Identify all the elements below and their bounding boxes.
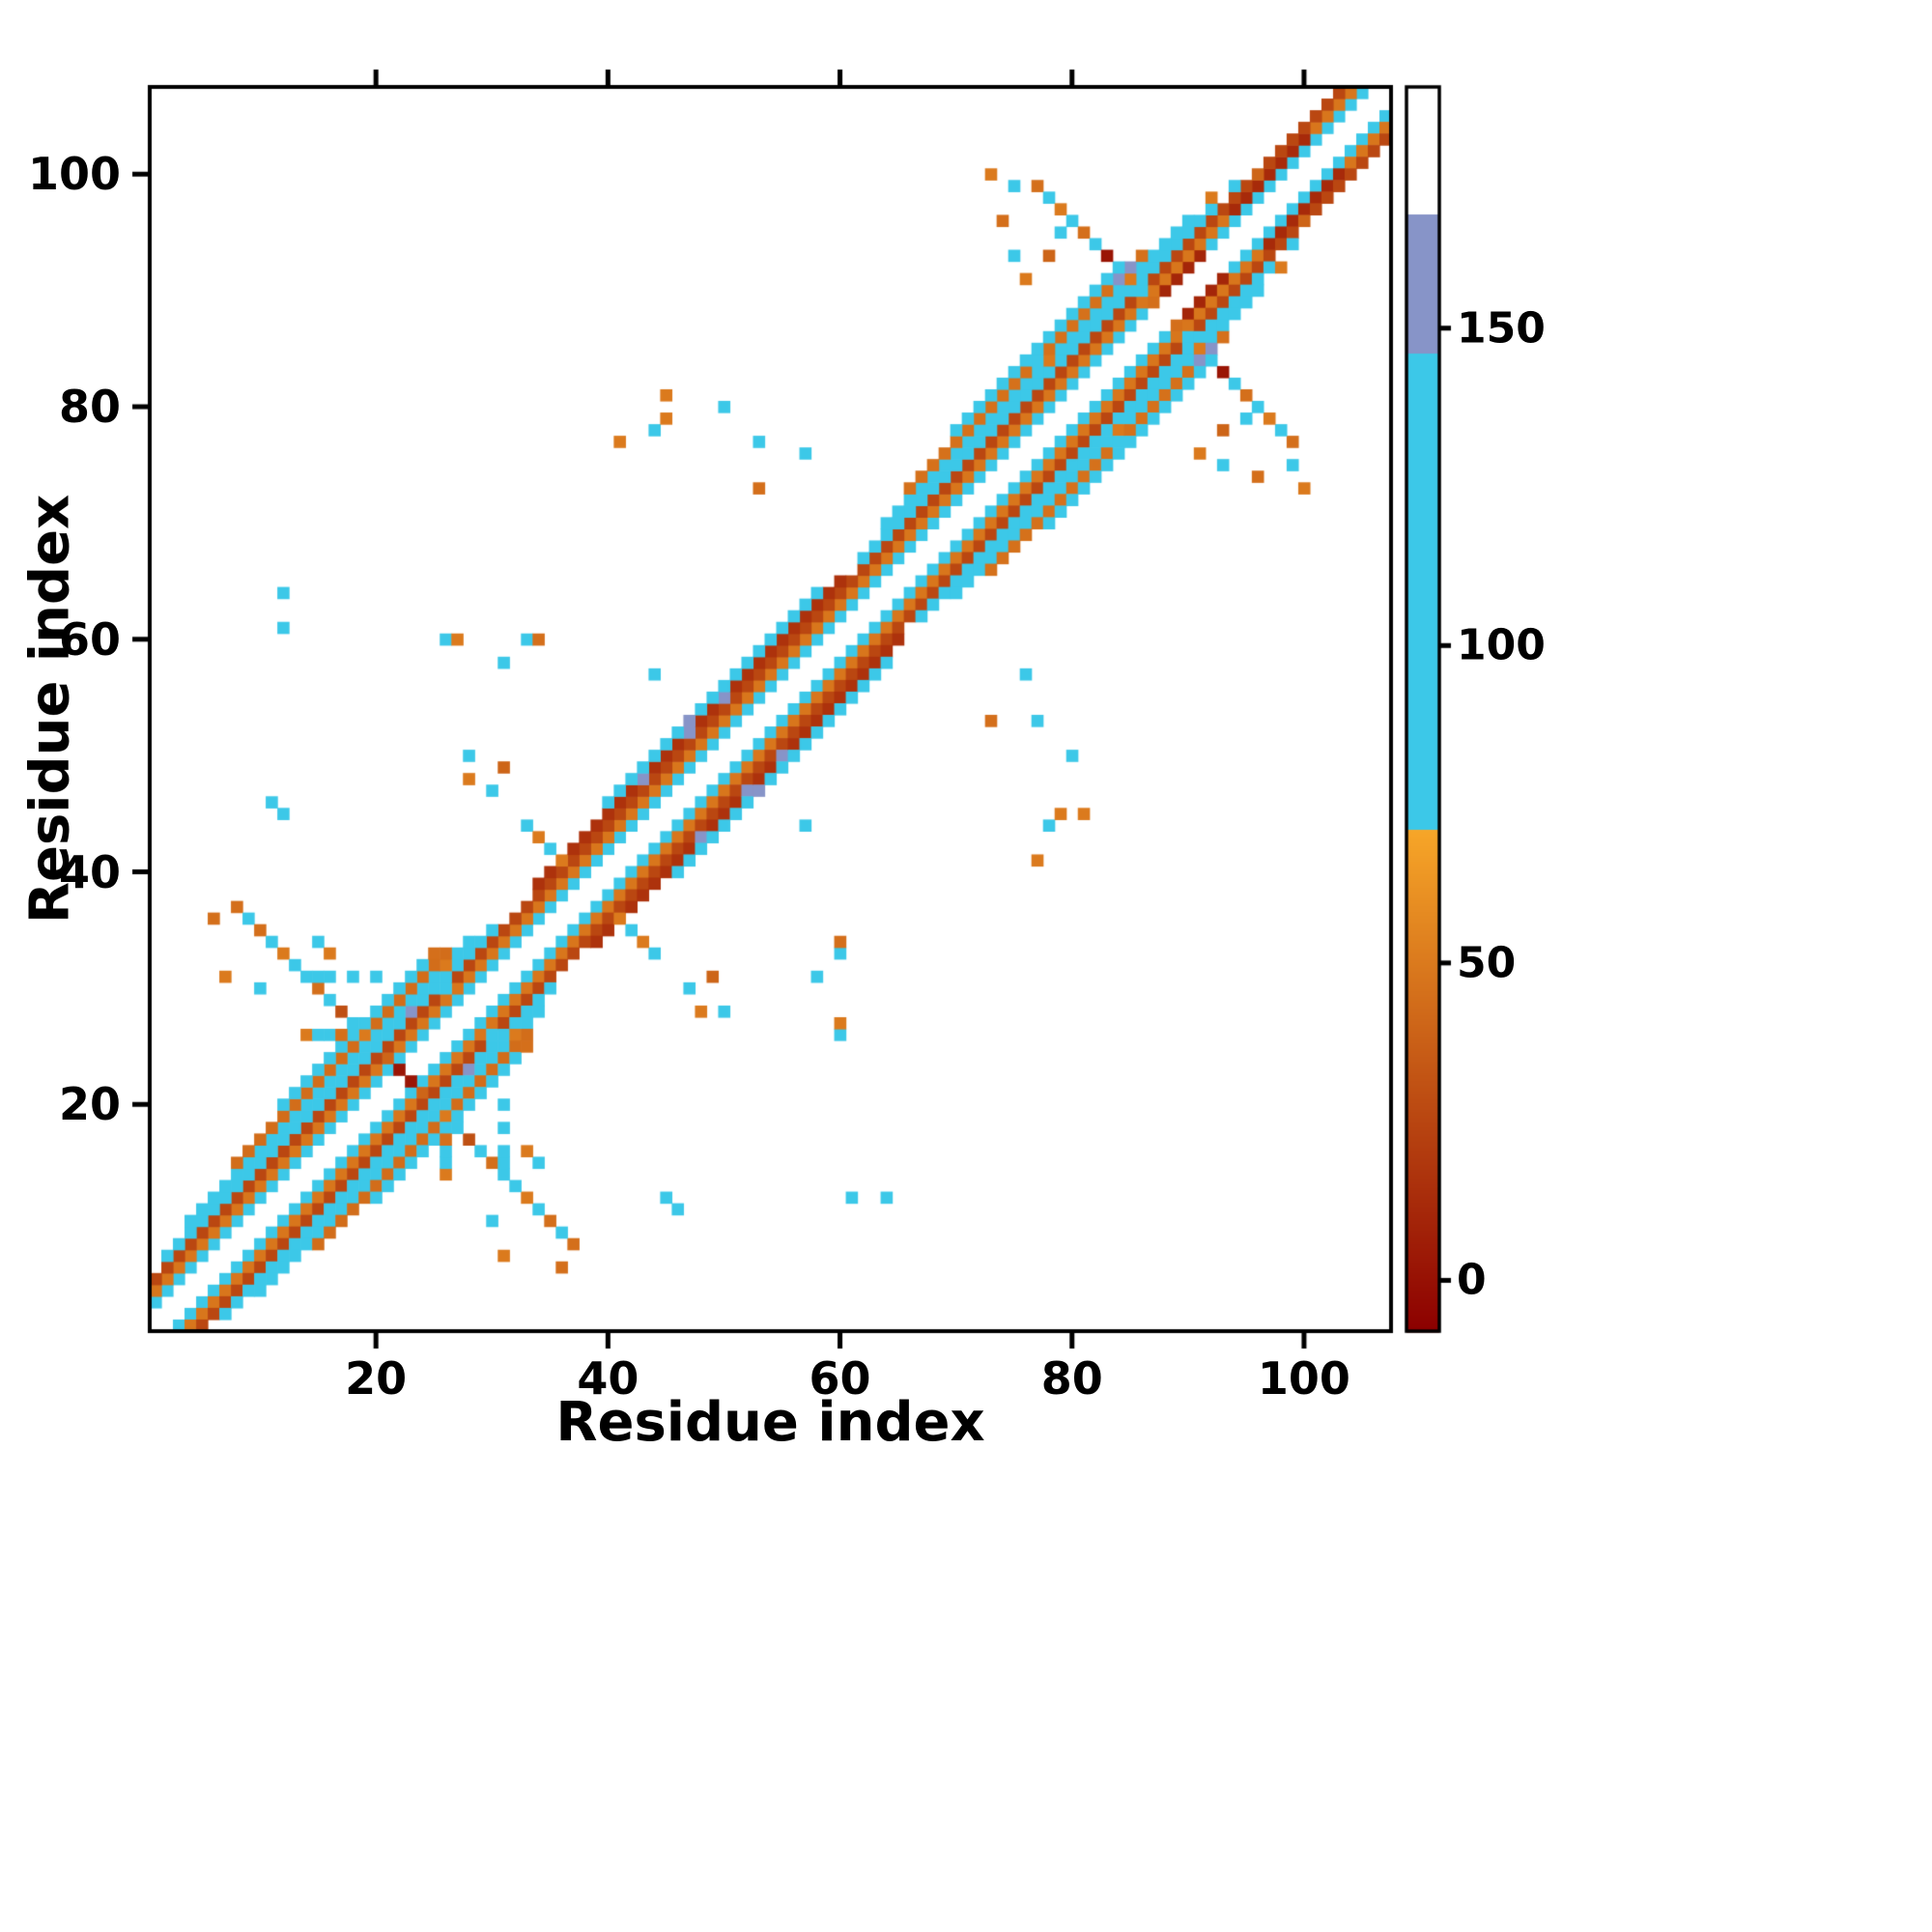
x-tick-label: 40: [577, 1352, 639, 1405]
colorbar-tick-label: 150: [1457, 303, 1546, 354]
x-axis-title: Residue index: [555, 1391, 985, 1454]
x-tick-label: 80: [1040, 1352, 1103, 1405]
y-tick-label: 100: [27, 148, 121, 201]
y-tick-label: 60: [58, 612, 121, 666]
colorbar-tick-label: 50: [1457, 938, 1517, 988]
x-tick-label: 60: [809, 1352, 871, 1405]
y-tick-label: 20: [58, 1078, 121, 1131]
x-tick-label: 20: [345, 1352, 408, 1405]
colorbar-tick-label: 0: [1457, 1255, 1487, 1305]
colorbar-tick-label: 100: [1457, 620, 1546, 670]
y-tick-label: 80: [58, 381, 121, 434]
y-tick-label: 40: [58, 845, 121, 898]
x-tick-label: 100: [1257, 1352, 1350, 1405]
